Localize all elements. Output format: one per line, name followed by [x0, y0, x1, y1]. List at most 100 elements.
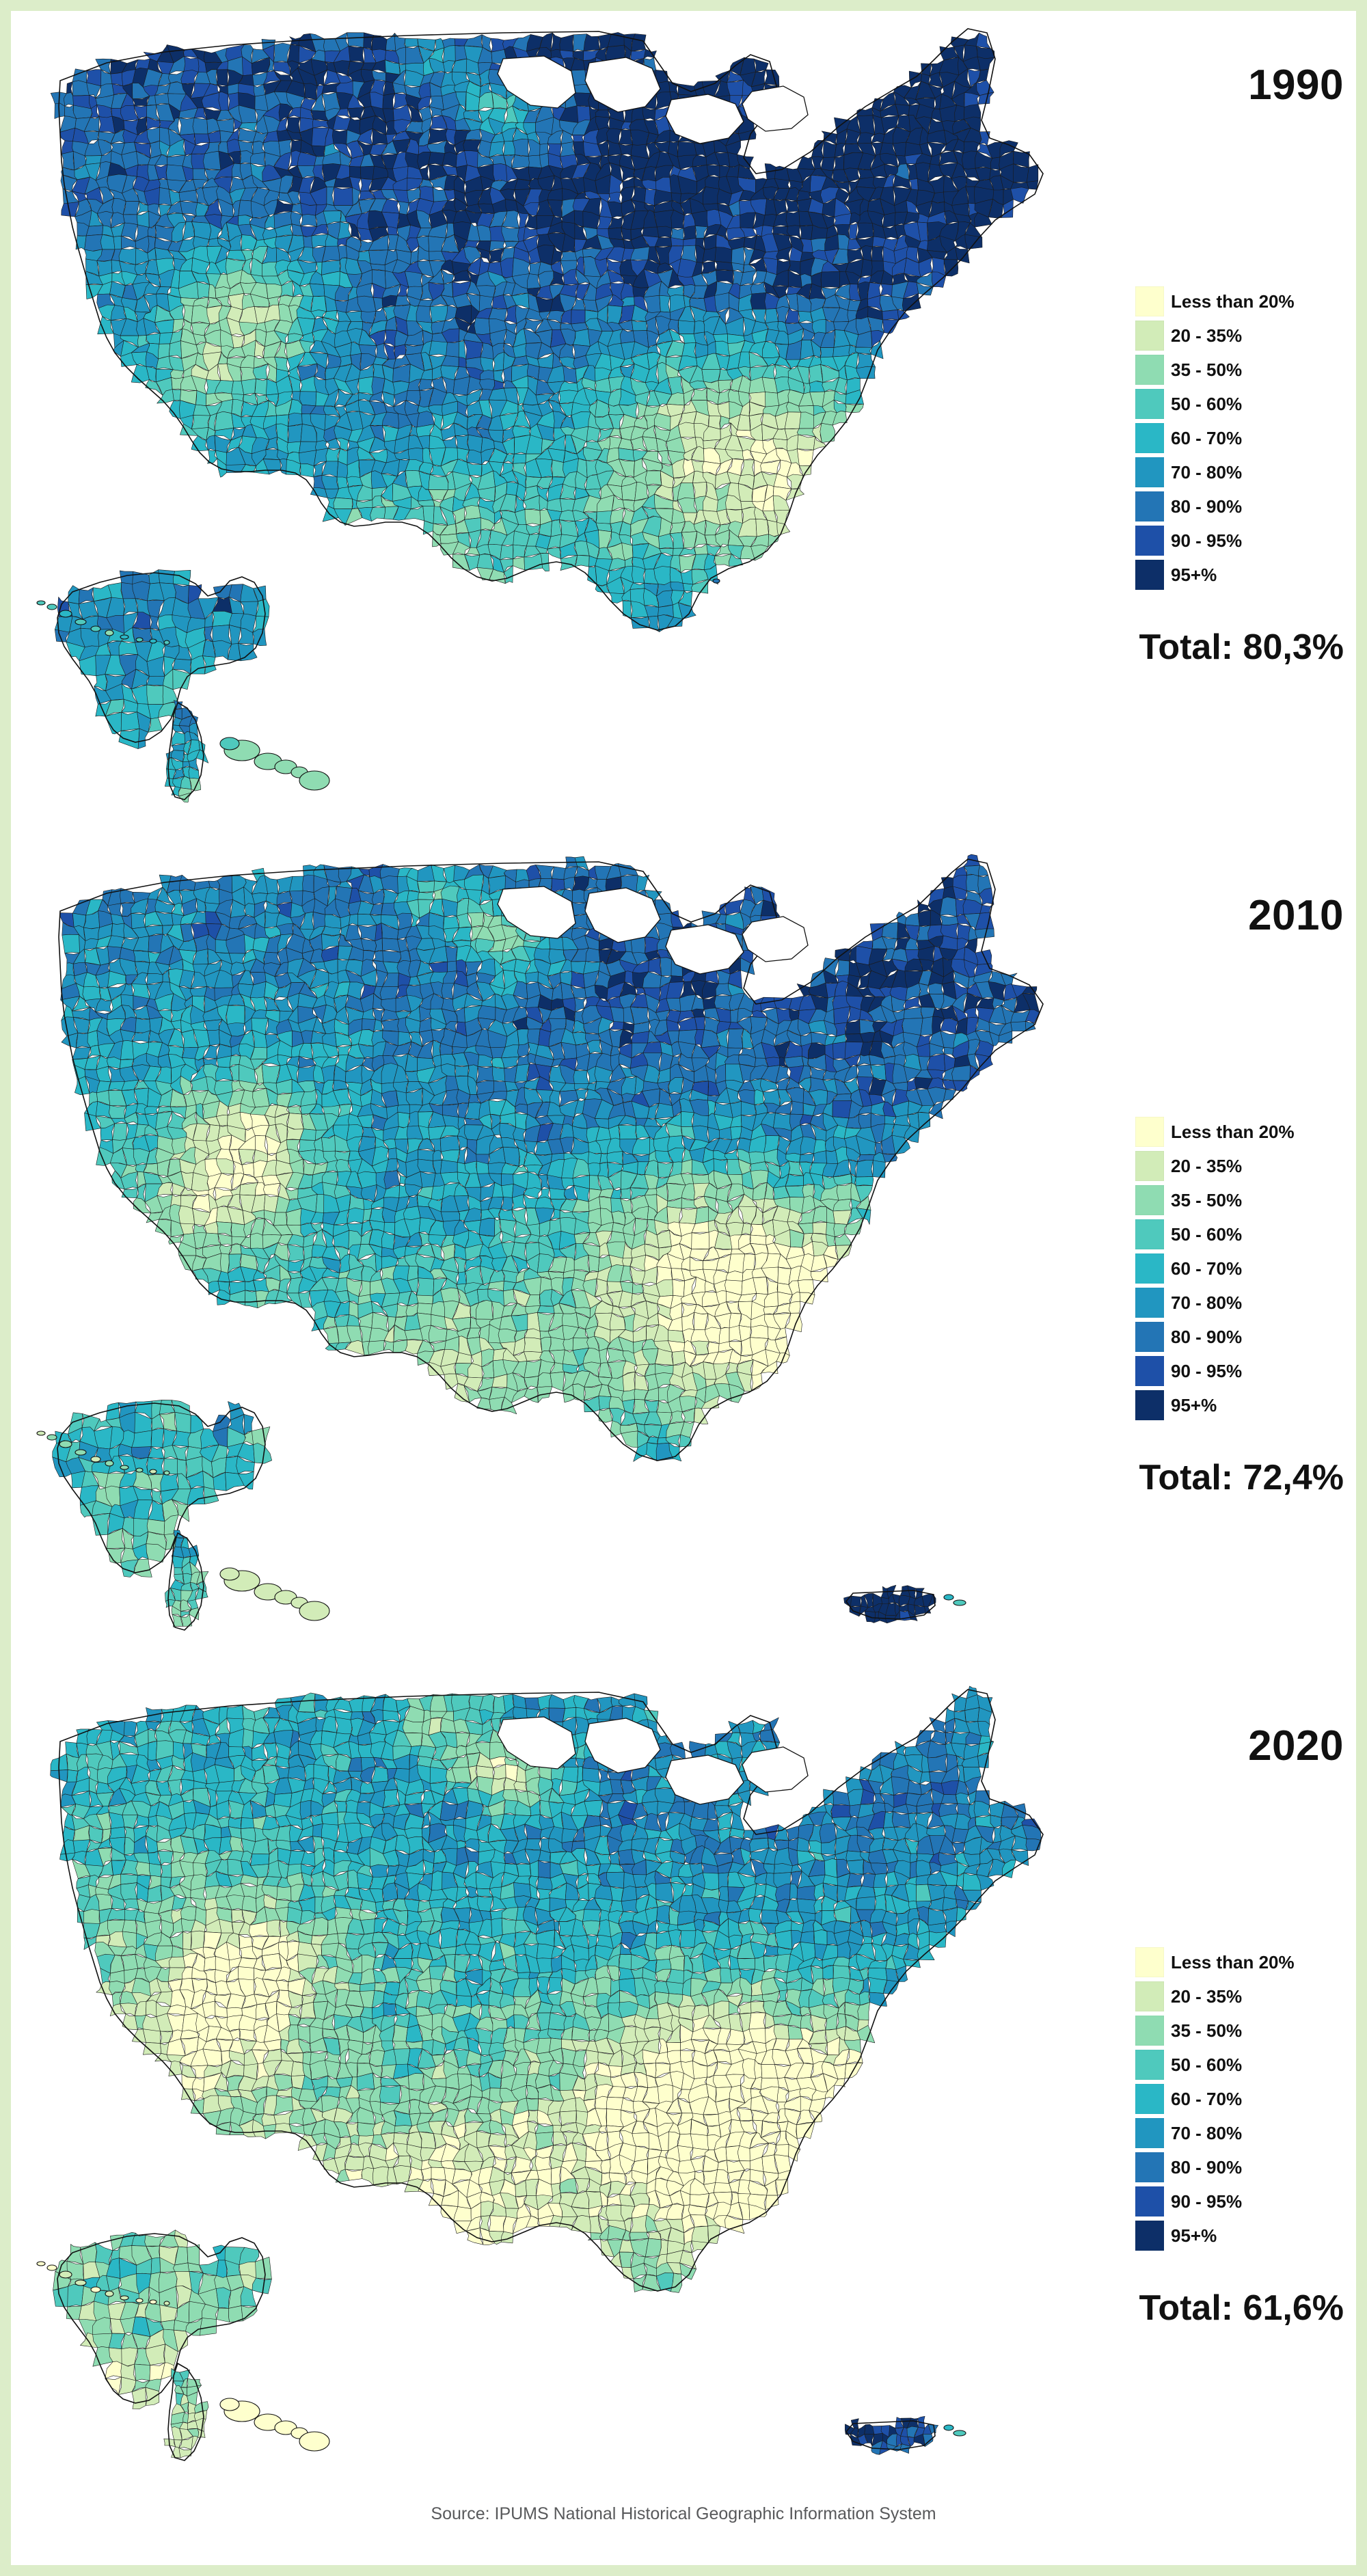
map-county[interactable]: [855, 222, 874, 239]
map-county[interactable]: [642, 436, 658, 452]
map-county[interactable]: [515, 495, 526, 513]
map-county[interactable]: [867, 198, 885, 215]
map-county[interactable]: [809, 364, 824, 384]
map-county[interactable]: [337, 945, 353, 960]
map-county[interactable]: [84, 234, 103, 252]
map-county[interactable]: [539, 143, 549, 156]
map-county[interactable]: [678, 602, 696, 619]
map-county[interactable]: [678, 422, 696, 438]
map-county[interactable]: [667, 616, 683, 627]
map-county[interactable]: [193, 334, 206, 345]
map-county[interactable]: [252, 363, 269, 379]
map-county[interactable]: [303, 83, 318, 100]
map-county[interactable]: [574, 856, 589, 871]
map-county[interactable]: [512, 425, 531, 438]
map-county[interactable]: [776, 246, 792, 261]
map-county[interactable]: [229, 234, 243, 251]
map-county[interactable]: [513, 556, 525, 571]
map-county[interactable]: [394, 33, 406, 52]
map-county[interactable]: [540, 553, 550, 571]
map-county[interactable]: [479, 899, 494, 917]
map-county[interactable]: [880, 152, 899, 167]
map-county[interactable]: [334, 1150, 351, 1161]
map-county[interactable]: [387, 226, 399, 236]
map-county[interactable]: [254, 900, 267, 918]
map-county[interactable]: [621, 227, 632, 241]
map-county[interactable]: [839, 271, 850, 288]
map-county[interactable]: [549, 1188, 567, 1199]
map-county[interactable]: [191, 415, 211, 430]
map-county[interactable]: [273, 62, 291, 76]
map-county[interactable]: [832, 1100, 852, 1119]
map-county[interactable]: [489, 569, 506, 584]
map-county[interactable]: [871, 330, 884, 348]
map-county[interactable]: [443, 45, 456, 64]
map-county[interactable]: [440, 1160, 458, 1174]
map-county[interactable]: [927, 250, 947, 260]
map-county[interactable]: [162, 969, 170, 983]
map-county[interactable]: [273, 330, 288, 344]
map-county[interactable]: [587, 1151, 602, 1165]
map-county[interactable]: [273, 200, 294, 215]
map-county[interactable]: [133, 950, 150, 963]
map-county[interactable]: [206, 118, 221, 135]
map-island[interactable]: [120, 634, 129, 640]
map-county[interactable]: [382, 93, 395, 109]
map-county[interactable]: [796, 190, 812, 202]
map-county[interactable]: [595, 294, 613, 312]
map-county[interactable]: [574, 223, 587, 241]
map-county[interactable]: [441, 259, 455, 275]
map-island[interactable]: [149, 638, 157, 644]
map-county[interactable]: [789, 1100, 804, 1115]
map-county[interactable]: [321, 83, 341, 94]
map-county[interactable]: [559, 34, 574, 52]
map-county[interactable]: [500, 493, 517, 513]
map-county[interactable]: [547, 200, 563, 218]
map-county[interactable]: [298, 176, 316, 193]
map-county[interactable]: [585, 947, 601, 962]
map-county[interactable]: [632, 565, 646, 584]
map-county[interactable]: [226, 435, 243, 453]
map-county[interactable]: [297, 1065, 316, 1083]
map-county[interactable]: [120, 888, 135, 904]
map-county[interactable]: [671, 910, 684, 928]
map-county[interactable]: [955, 234, 968, 249]
map-county[interactable]: [476, 925, 495, 942]
map-county[interactable]: [678, 334, 696, 344]
map-county[interactable]: [417, 152, 431, 170]
map-county[interactable]: [178, 271, 198, 289]
map-county[interactable]: [263, 1182, 281, 1197]
map-county[interactable]: [512, 470, 527, 489]
map-county[interactable]: [802, 1184, 815, 1199]
map-county[interactable]: [856, 366, 876, 379]
map-county[interactable]: [755, 519, 769, 537]
map-island[interactable]: [163, 640, 170, 645]
map-county[interactable]: [574, 517, 590, 537]
map-county[interactable]: [72, 962, 87, 977]
map-county[interactable]: [100, 234, 116, 250]
map-county[interactable]: [527, 1029, 541, 1046]
map-county[interactable]: [417, 880, 437, 893]
map-county[interactable]: [631, 144, 649, 159]
map-county[interactable]: [309, 969, 329, 989]
map-county[interactable]: [262, 261, 278, 277]
map-county[interactable]: [731, 262, 744, 273]
map-county[interactable]: [927, 130, 947, 145]
map-county[interactable]: [740, 212, 756, 229]
map-county[interactable]: [60, 996, 80, 1012]
map-county[interactable]: [917, 221, 929, 242]
choropleth-map-2010[interactable]: [25, 848, 1159, 1655]
map-county[interactable]: [764, 69, 780, 86]
map-county[interactable]: [660, 957, 673, 976]
map-county[interactable]: [581, 377, 596, 391]
map-county[interactable]: [631, 616, 650, 629]
map-county[interactable]: [513, 453, 527, 464]
map-county[interactable]: [820, 157, 835, 172]
map-county[interactable]: [833, 180, 850, 195]
map-county[interactable]: [226, 1005, 245, 1025]
map-county[interactable]: [456, 912, 472, 928]
map-county[interactable]: [440, 295, 457, 308]
map-county[interactable]: [832, 410, 848, 426]
map-county[interactable]: [954, 105, 965, 122]
map-island[interactable]: [46, 604, 57, 610]
